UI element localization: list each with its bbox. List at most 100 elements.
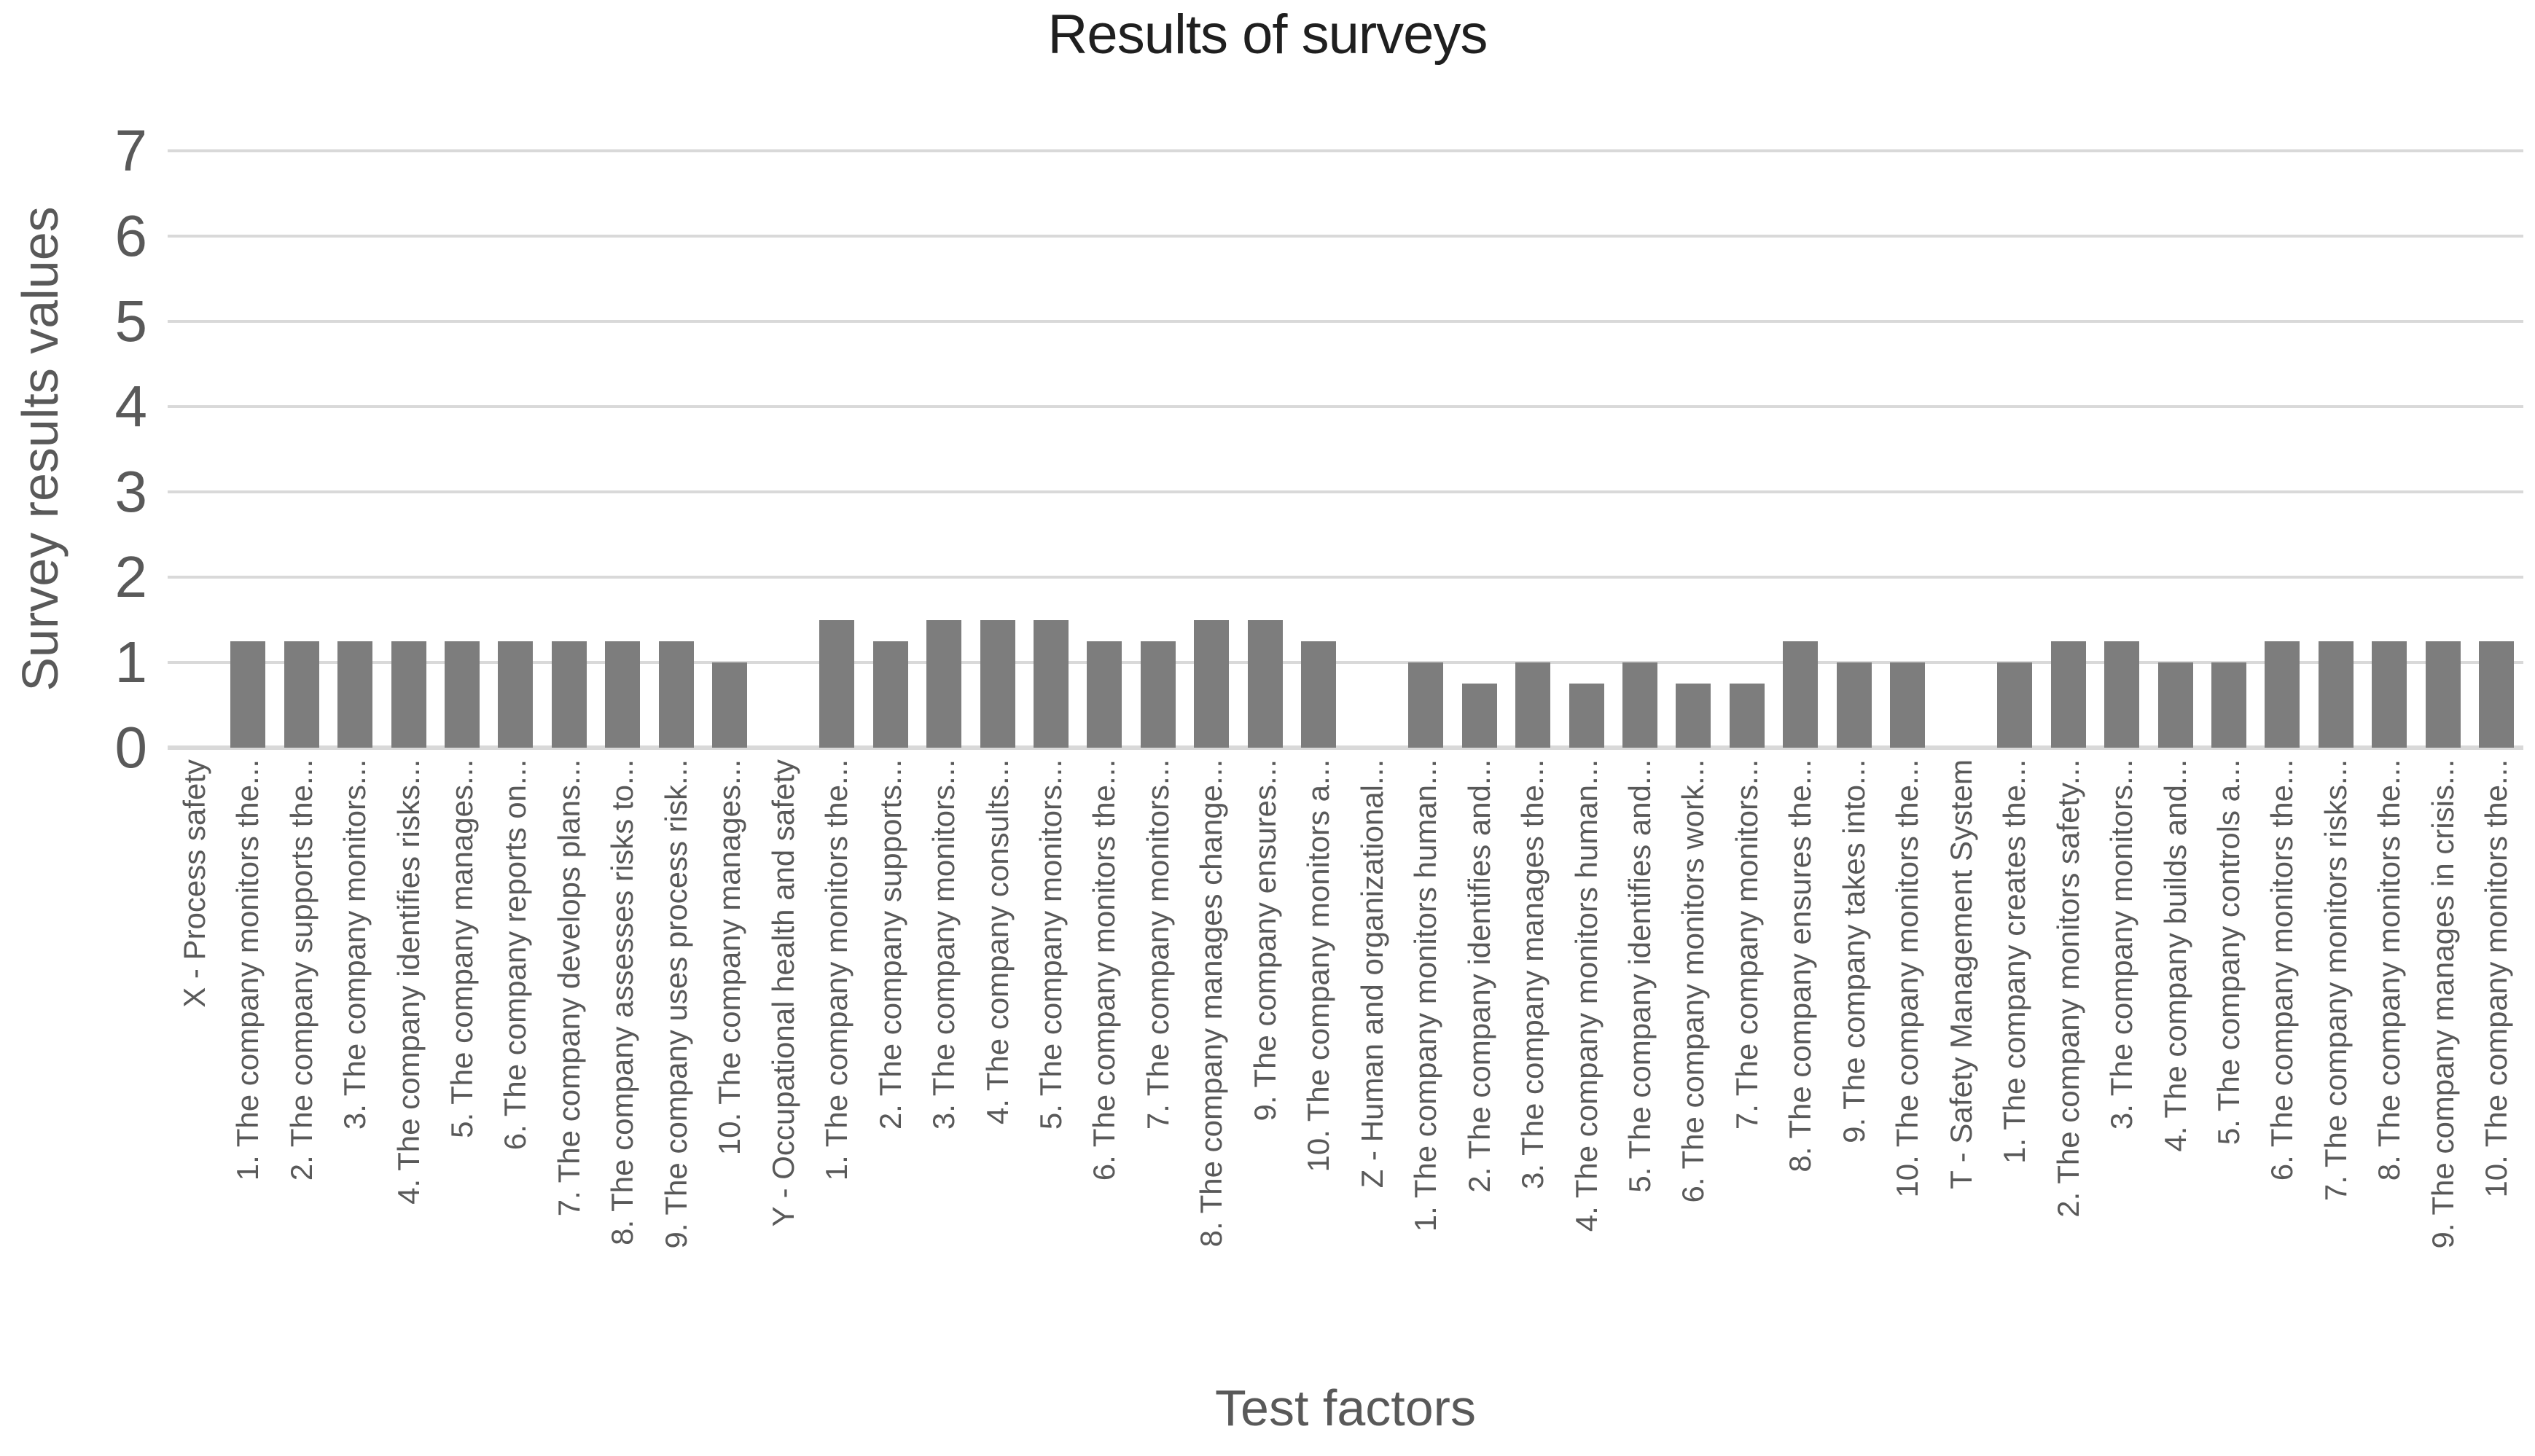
bar xyxy=(1140,641,1176,748)
bar xyxy=(2479,641,2515,748)
chart-title: Results of surveys xyxy=(1047,4,1488,66)
category-label: 3. The company monitors... xyxy=(2104,759,2139,1130)
category-label: 4. The company builds and... xyxy=(2157,759,2192,1152)
category-label: 1. The company monitors the... xyxy=(230,759,265,1181)
category-label: 8. The company manages change... xyxy=(1194,759,1229,1248)
gridline xyxy=(168,405,2523,408)
bar xyxy=(498,641,534,748)
gridline xyxy=(168,320,2523,323)
bar xyxy=(819,619,855,748)
category-label: Z - Human and organizational... xyxy=(1354,759,1389,1189)
bar xyxy=(1461,684,1497,748)
bar xyxy=(1729,684,1765,748)
bar xyxy=(284,641,319,748)
bar xyxy=(230,641,266,748)
bar xyxy=(1034,619,1069,748)
category-label: X - Process safety xyxy=(176,759,211,1008)
category-label: 4. The company consults... xyxy=(980,759,1015,1125)
category-label: 6. The company reports on... xyxy=(498,759,533,1151)
category-label: 5. The company monitors... xyxy=(1034,759,1068,1130)
category-label: 2. The company monitors safety... xyxy=(2050,759,2085,1218)
category-label: 4. The company identifies risks... xyxy=(391,759,426,1205)
x-axis-line xyxy=(168,745,2523,750)
category-label: 3. The company monitors... xyxy=(337,759,372,1130)
category-label: 7. The company monitors... xyxy=(1140,759,1175,1130)
bar xyxy=(712,662,748,748)
bar xyxy=(2425,641,2461,748)
bar xyxy=(1515,662,1551,748)
category-label: 7. The company develops plans... xyxy=(551,759,586,1217)
category-label: 4. The company monitors human... xyxy=(1569,759,1604,1232)
y-tick-label: 7 xyxy=(114,118,148,183)
bar xyxy=(605,641,641,748)
gridline xyxy=(168,235,2523,238)
bar xyxy=(1622,662,1657,748)
bar xyxy=(2265,641,2300,748)
category-label: 9. The company uses process risk... xyxy=(658,759,693,1249)
bar xyxy=(926,619,962,748)
category-label: Y - Occupational health and safety xyxy=(765,759,800,1227)
bar xyxy=(658,641,694,748)
y-tick-label: 4 xyxy=(114,374,148,439)
category-label: 8. The company ensures the... xyxy=(1783,759,1818,1173)
category-label: 5. The company identifies and... xyxy=(1622,759,1657,1193)
gridline xyxy=(168,490,2523,493)
category-label: 10. The company monitors the... xyxy=(2479,759,2514,1198)
bar xyxy=(1301,641,1337,748)
y-tick-label: 1 xyxy=(114,630,148,694)
y-tick-label: 5 xyxy=(114,289,148,353)
bar xyxy=(1408,662,1444,748)
bar xyxy=(2372,641,2407,748)
bar xyxy=(2104,641,2140,748)
bar xyxy=(2050,641,2086,748)
category-label: 7. The company monitors risks... xyxy=(2318,759,2353,1202)
y-tick-label: 2 xyxy=(114,544,148,609)
category-label: 7. The company monitors... xyxy=(1729,759,1764,1130)
gridline xyxy=(168,149,2523,152)
category-label: 1. The company monitors the... xyxy=(819,759,854,1181)
y-tick-label: 3 xyxy=(114,459,148,524)
bar xyxy=(1194,619,1230,748)
bar xyxy=(1836,662,1872,748)
y-tick-label: 6 xyxy=(114,203,148,268)
bar xyxy=(391,641,426,748)
bar xyxy=(2318,641,2354,748)
bar xyxy=(337,641,373,748)
bar xyxy=(1087,641,1122,748)
category-label: 1. The company creates the... xyxy=(1997,759,2032,1164)
category-label: 5. The company manages... xyxy=(445,759,479,1138)
bar xyxy=(445,641,480,748)
category-label: 8. The company monitors the... xyxy=(2372,759,2407,1181)
category-label: 9. The company ensures... xyxy=(1247,759,1282,1122)
category-label: 6. The company monitors the... xyxy=(2265,759,2300,1181)
bar xyxy=(1997,662,2033,748)
bar xyxy=(1890,662,1926,748)
gridline xyxy=(168,661,2523,664)
category-label: 10. The company monitors the... xyxy=(1890,759,1925,1198)
y-tick-label: 0 xyxy=(114,715,148,780)
category-label: 8. The company assesses risks to... xyxy=(605,759,640,1245)
category-label: 6. The company monitors the... xyxy=(1087,759,1122,1181)
bar xyxy=(2211,662,2246,748)
category-label: 2. The company identifies and... xyxy=(1461,759,1496,1193)
bar xyxy=(1247,619,1283,748)
category-label: 9. The company takes into... xyxy=(1836,759,1871,1143)
x-axis-title: Test factors xyxy=(1215,1379,1476,1436)
bar xyxy=(2157,662,2193,748)
category-label: 5. The company controls a... xyxy=(2211,759,2246,1146)
gridline xyxy=(168,576,2523,579)
category-label: 10. The company manages... xyxy=(712,759,747,1156)
bar xyxy=(1676,684,1711,748)
category-label: T - Safety Management System xyxy=(1943,759,1978,1189)
bar xyxy=(1783,641,1819,748)
bar xyxy=(872,641,908,748)
category-label: 9. The company manages in crisis... xyxy=(2425,759,2460,1249)
bar xyxy=(980,619,1015,748)
category-label: 3. The company manages the... xyxy=(1515,759,1550,1189)
category-label: 6. The company monitors work... xyxy=(1676,759,1711,1203)
category-label: 2. The company supports... xyxy=(872,759,907,1130)
category-label: 3. The company monitors... xyxy=(926,759,961,1130)
category-label: 10. The company monitors a... xyxy=(1301,759,1336,1173)
bar xyxy=(551,641,587,748)
